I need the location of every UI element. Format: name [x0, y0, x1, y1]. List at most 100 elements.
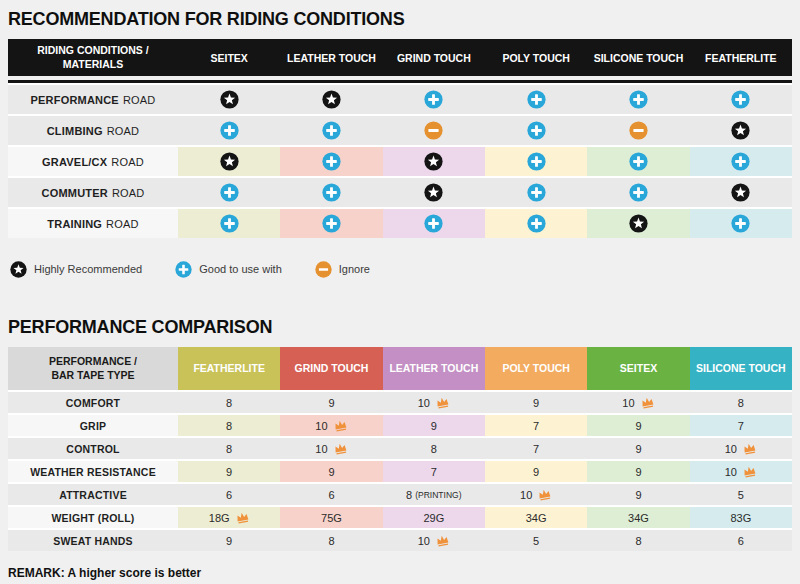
- rating-cell-grind-touch: [383, 147, 485, 176]
- legend-label: Ignore: [339, 263, 370, 275]
- plus-icon: [629, 152, 648, 171]
- column-header-seitex: SEITEX: [587, 347, 689, 390]
- score-cell-poly-touch: 9: [485, 392, 587, 413]
- column-header-silicone-touch: SILICONE TOUCH: [587, 52, 689, 64]
- score-cell-silicone-touch: 8: [690, 392, 792, 413]
- score-value: 34G: [526, 512, 547, 524]
- star-icon: [731, 121, 750, 140]
- legend-label: Good to use with: [199, 263, 282, 275]
- plus-icon: [322, 152, 341, 171]
- legend-item-star: Highly Recommended: [10, 261, 142, 278]
- performance-table-body: COMFORT89109108GRIP8109797CONTROL8108791…: [8, 390, 792, 551]
- score-value: 6: [328, 489, 334, 501]
- rating-cell-seitex: [178, 85, 280, 114]
- score-value: 7: [738, 420, 744, 432]
- star-icon: [220, 90, 239, 109]
- rating-cell-featherlite: [690, 178, 792, 207]
- rating-cell-featherlite: [690, 85, 792, 114]
- score-value: 9: [328, 397, 334, 409]
- legend-item-plus: Good to use with: [175, 261, 282, 278]
- row-label: CONTROL: [8, 438, 178, 459]
- row-label: GRAVEL/CXROAD: [8, 147, 178, 176]
- performance-table-header: PERFORMANCE / BAR TAPE TYPE FEATHERLITEG…: [8, 347, 792, 390]
- performance-row-grip: GRIP8109797: [8, 415, 792, 436]
- score-value: 6: [738, 535, 744, 547]
- performance-row-weight-roll: WEIGHT (ROLL)18G75G29G34G34G83G: [8, 507, 792, 528]
- score-value: 8: [738, 397, 744, 409]
- legend-item-minus: Ignore: [315, 261, 370, 278]
- rating-cell-grind-touch: [383, 209, 485, 238]
- score-cell-leather-touch: 8(PRINTING): [383, 484, 485, 505]
- score-value: 8: [226, 443, 232, 455]
- crown-icon: [333, 442, 348, 455]
- legend: Highly Recommended Good to use with Ignore: [10, 259, 792, 279]
- column-header-grind-touch: GRIND TOUCH: [383, 52, 485, 64]
- riding-header-label: RIDING CONDITIONS / MATERIALS: [8, 44, 178, 71]
- remark-text: REMARK: A higher score is better: [8, 566, 792, 580]
- column-header-poly-touch: POLY TOUCH: [485, 52, 587, 64]
- score-cell-seitex: 10: [587, 392, 689, 413]
- crown-icon: [235, 511, 250, 524]
- crown-icon: [742, 465, 757, 478]
- score-value: 10: [315, 420, 327, 432]
- score-cell-silicone-touch: 7: [690, 415, 792, 436]
- score-cell-seitex: 8: [587, 530, 689, 551]
- score-cell-silicone-touch: 10: [690, 461, 792, 482]
- score-value: 8: [226, 397, 232, 409]
- performance-row-weather-resistance: WEATHER RESISTANCE9979910: [8, 461, 792, 482]
- rating-cell-silicone-touch: [587, 147, 689, 176]
- score-value: 34G: [628, 512, 649, 524]
- column-header-poly-touch: POLY TOUCH: [485, 347, 587, 390]
- score-value: 7: [533, 443, 539, 455]
- score-value: 9: [635, 420, 641, 432]
- plus-icon: [424, 90, 443, 109]
- minus-icon: [315, 261, 332, 278]
- performance-row-sweat-hands: SWEAT HANDS9810586: [8, 530, 792, 551]
- row-label: COMFORT: [8, 392, 178, 413]
- score-cell-leather-touch: 9: [383, 415, 485, 436]
- plus-icon: [731, 152, 750, 171]
- riding-row-commuter: COMMUTERROAD: [8, 178, 792, 207]
- score-value: 75G: [321, 512, 342, 524]
- score-suffix: (PRINTING): [415, 490, 461, 500]
- rating-cell-featherlite: [690, 116, 792, 145]
- score-cell-poly-touch: 7: [485, 438, 587, 459]
- star-icon: [424, 152, 443, 171]
- score-value: 10: [725, 443, 737, 455]
- riding-row-gravel-cx: GRAVEL/CXROAD: [8, 147, 792, 176]
- score-value: 9: [635, 489, 641, 501]
- plus-icon: [527, 121, 546, 140]
- column-header-grind-touch: GRIND TOUCH: [280, 347, 382, 390]
- rating-cell-leather-touch: [280, 147, 382, 176]
- plus-icon: [175, 261, 192, 278]
- rating-cell-grind-touch: [383, 85, 485, 114]
- score-cell-leather-touch: 10: [383, 392, 485, 413]
- score-cell-featherlite: 9: [178, 461, 280, 482]
- star-icon: [220, 152, 239, 171]
- row-label: TRAININGROAD: [8, 209, 178, 238]
- score-value: 29G: [423, 512, 444, 524]
- plus-icon: [527, 152, 546, 171]
- row-label: CLIMBINGROAD: [8, 116, 178, 145]
- column-header-leather-touch: LEATHER TOUCH: [280, 52, 382, 64]
- score-cell-grind-touch: 10: [280, 415, 382, 436]
- rating-cell-grind-touch: [383, 178, 485, 207]
- score-cell-grind-touch: 10: [280, 438, 382, 459]
- score-cell-leather-touch: 7: [383, 461, 485, 482]
- plus-icon: [629, 183, 648, 202]
- score-cell-featherlite: 18G: [178, 507, 280, 528]
- legend-label: Highly Recommended: [34, 263, 142, 275]
- score-cell-poly-touch: 7: [485, 415, 587, 436]
- score-value: 9: [328, 466, 334, 478]
- score-cell-seitex: 9: [587, 415, 689, 436]
- score-cell-leather-touch: 8: [383, 438, 485, 459]
- performance-row-comfort: COMFORT89109108: [8, 392, 792, 413]
- performance-row-control: CONTROL81087910: [8, 438, 792, 459]
- rating-cell-poly-touch: [485, 85, 587, 114]
- column-header-silicone-touch: SILICONE TOUCH: [690, 347, 792, 390]
- score-value: 83G: [730, 512, 751, 524]
- minus-icon: [629, 121, 648, 140]
- riding-row-climbing: CLIMBINGROAD: [8, 116, 792, 145]
- plus-icon: [220, 183, 239, 202]
- rating-cell-poly-touch: [485, 147, 587, 176]
